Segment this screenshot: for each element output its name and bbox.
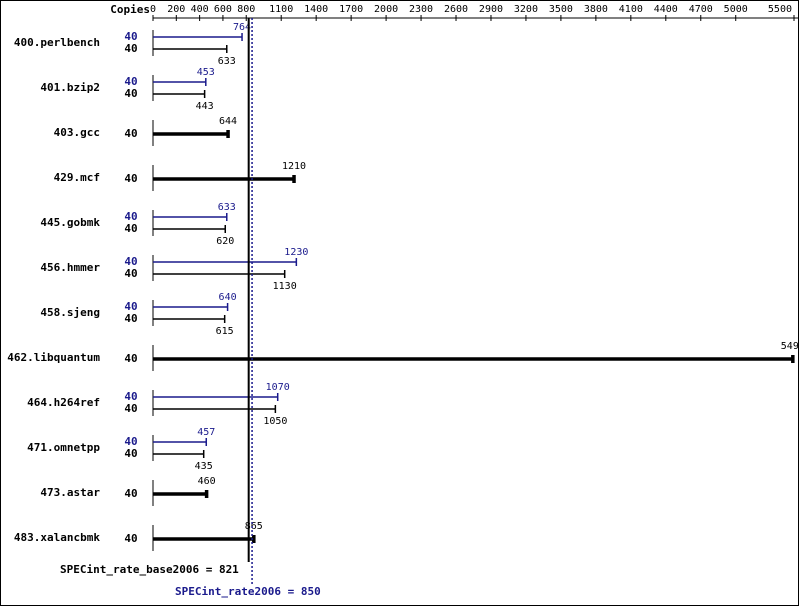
value-label: 1230: [284, 247, 308, 258]
bar: [153, 78, 207, 86]
copies-label: 40: [124, 447, 137, 460]
copies-label: 40: [124, 210, 137, 223]
value-label: 443: [196, 101, 214, 112]
copies-label: 40: [124, 172, 137, 185]
benchmark-label: 445.gobmk: [40, 216, 100, 229]
benchmark-label: 458.sjeng: [40, 306, 100, 319]
value-label: 764: [233, 22, 251, 33]
bar: [153, 270, 286, 278]
copies-label: 40: [124, 222, 137, 235]
bar: [153, 45, 228, 53]
copies-label: 40: [124, 390, 137, 403]
x-tick-label: 1400: [304, 4, 328, 15]
x-tick-label: 4100: [619, 4, 643, 15]
benchmark-label: 473.astar: [40, 486, 100, 499]
bar: [153, 393, 279, 401]
bar: [153, 315, 226, 323]
value-label: 435: [195, 461, 213, 472]
value-label: 457: [197, 427, 215, 438]
copies-label: 40: [124, 300, 137, 313]
copies-label: 40: [124, 255, 137, 268]
value-label: 1210: [282, 161, 306, 172]
bar: [153, 130, 230, 138]
x-tick-label: 2600: [444, 4, 468, 15]
x-tick-label: 400: [191, 4, 209, 15]
copies-label: 40: [124, 312, 137, 325]
x-tick-label: 5000: [724, 4, 748, 15]
copies-label: 40: [124, 487, 137, 500]
value-label: 615: [216, 326, 234, 337]
value-label: 1070: [266, 382, 290, 393]
value-label: 5490: [781, 341, 799, 352]
value-label: 865: [245, 521, 263, 532]
bar: [153, 33, 243, 41]
x-tick-label: 4400: [654, 4, 678, 15]
copies-header: Copies: [110, 3, 150, 16]
value-label: 1050: [263, 416, 287, 427]
benchmark-label: 456.hmmer: [40, 261, 100, 274]
reference-label: SPECint_rate2006 = 850: [175, 585, 321, 598]
reference-label: SPECint_rate_base2006 = 821: [60, 563, 239, 576]
copies-label: 40: [124, 532, 137, 545]
bar: [153, 225, 227, 233]
benchmark-label: 464.h264ref: [27, 396, 100, 409]
bar: [153, 438, 208, 446]
value-label: 460: [198, 476, 216, 487]
copies-label: 40: [124, 75, 137, 88]
x-tick-label: 3200: [514, 4, 538, 15]
benchmark-label: 462.libquantum: [7, 351, 100, 364]
x-tick-label: 2300: [409, 4, 433, 15]
bar: [153, 258, 298, 266]
bar: [153, 90, 206, 98]
copies-label: 40: [124, 127, 137, 140]
copies-label: 40: [124, 267, 137, 280]
x-tick-label: 1100: [269, 4, 293, 15]
bar: [153, 175, 296, 183]
benchmark-label: 400.perlbench: [14, 36, 100, 49]
x-tick-label: 4700: [689, 4, 713, 15]
value-label: 640: [219, 292, 237, 303]
bar: [153, 405, 277, 413]
x-tick-label: 600: [214, 4, 232, 15]
bar: [153, 355, 795, 363]
x-tick-label: 200: [167, 4, 185, 15]
value-label: 644: [219, 116, 237, 127]
benchmark-label: 401.bzip2: [40, 81, 100, 94]
bar: [153, 213, 228, 221]
copies-label: 40: [124, 352, 137, 365]
bar: [153, 450, 205, 458]
value-label: 1130: [273, 281, 297, 292]
value-label: 620: [216, 236, 234, 247]
copies-label: 40: [124, 42, 137, 55]
x-tick-label: 1700: [339, 4, 363, 15]
x-tick-label: 800: [237, 4, 255, 15]
value-label: 633: [218, 56, 236, 67]
benchmark-label: 403.gcc: [54, 126, 100, 139]
value-label: 633: [218, 202, 236, 213]
benchmark-label: 429.mcf: [54, 171, 100, 184]
bar: [153, 490, 209, 498]
copies-label: 40: [124, 30, 137, 43]
x-tick-label: 2000: [374, 4, 398, 15]
benchmark-label: 471.omnetpp: [27, 441, 100, 454]
copies-label: 40: [124, 87, 137, 100]
benchmark-label: 483.xalancbmk: [14, 531, 100, 544]
x-tick-label: 3500: [549, 4, 573, 15]
bar: [153, 303, 229, 311]
bar: [153, 535, 256, 543]
x-tick-label: 3800: [584, 4, 608, 15]
x-tick-label: 0: [150, 4, 156, 15]
copies-label: 40: [124, 402, 137, 415]
value-label: 453: [197, 67, 215, 78]
x-tick-label: 2900: [479, 4, 503, 15]
x-tick-label: 5500: [768, 4, 792, 15]
copies-label: 40: [124, 435, 137, 448]
